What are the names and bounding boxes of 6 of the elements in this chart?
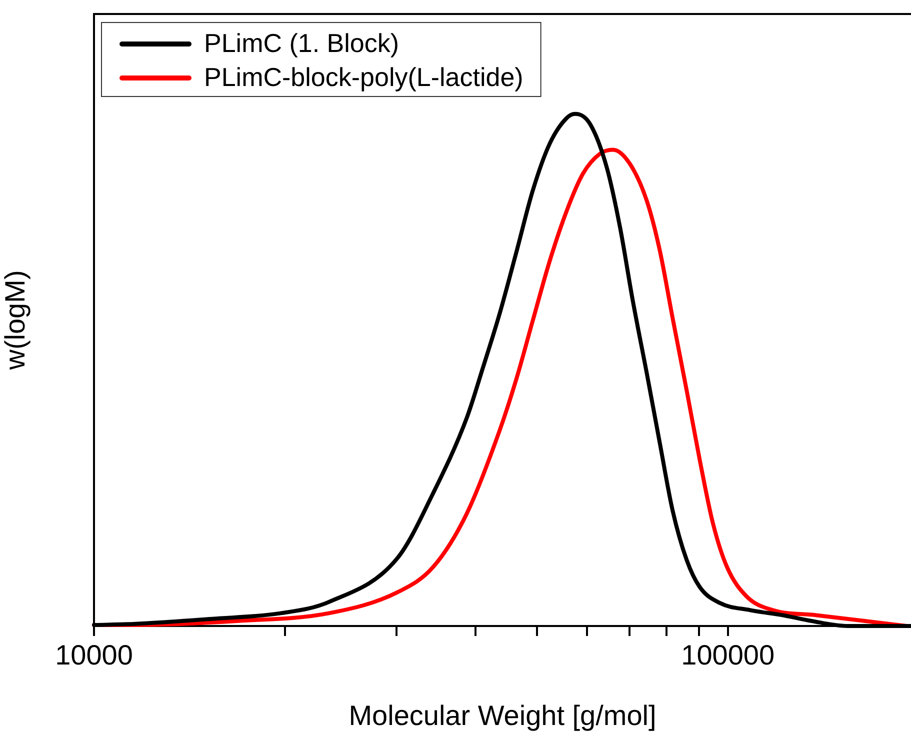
x-axis-title: Molecular Weight [g/mol] (348, 700, 656, 731)
x-tick-label: 10000 (55, 640, 133, 671)
x-tick-label: 100000 (681, 640, 775, 671)
legend-label: PLimC (1. Block) (204, 28, 400, 58)
legend-label: PLimC-block-poly(L-lactide) (204, 62, 524, 92)
y-axis-title: w(logM) (0, 270, 31, 371)
